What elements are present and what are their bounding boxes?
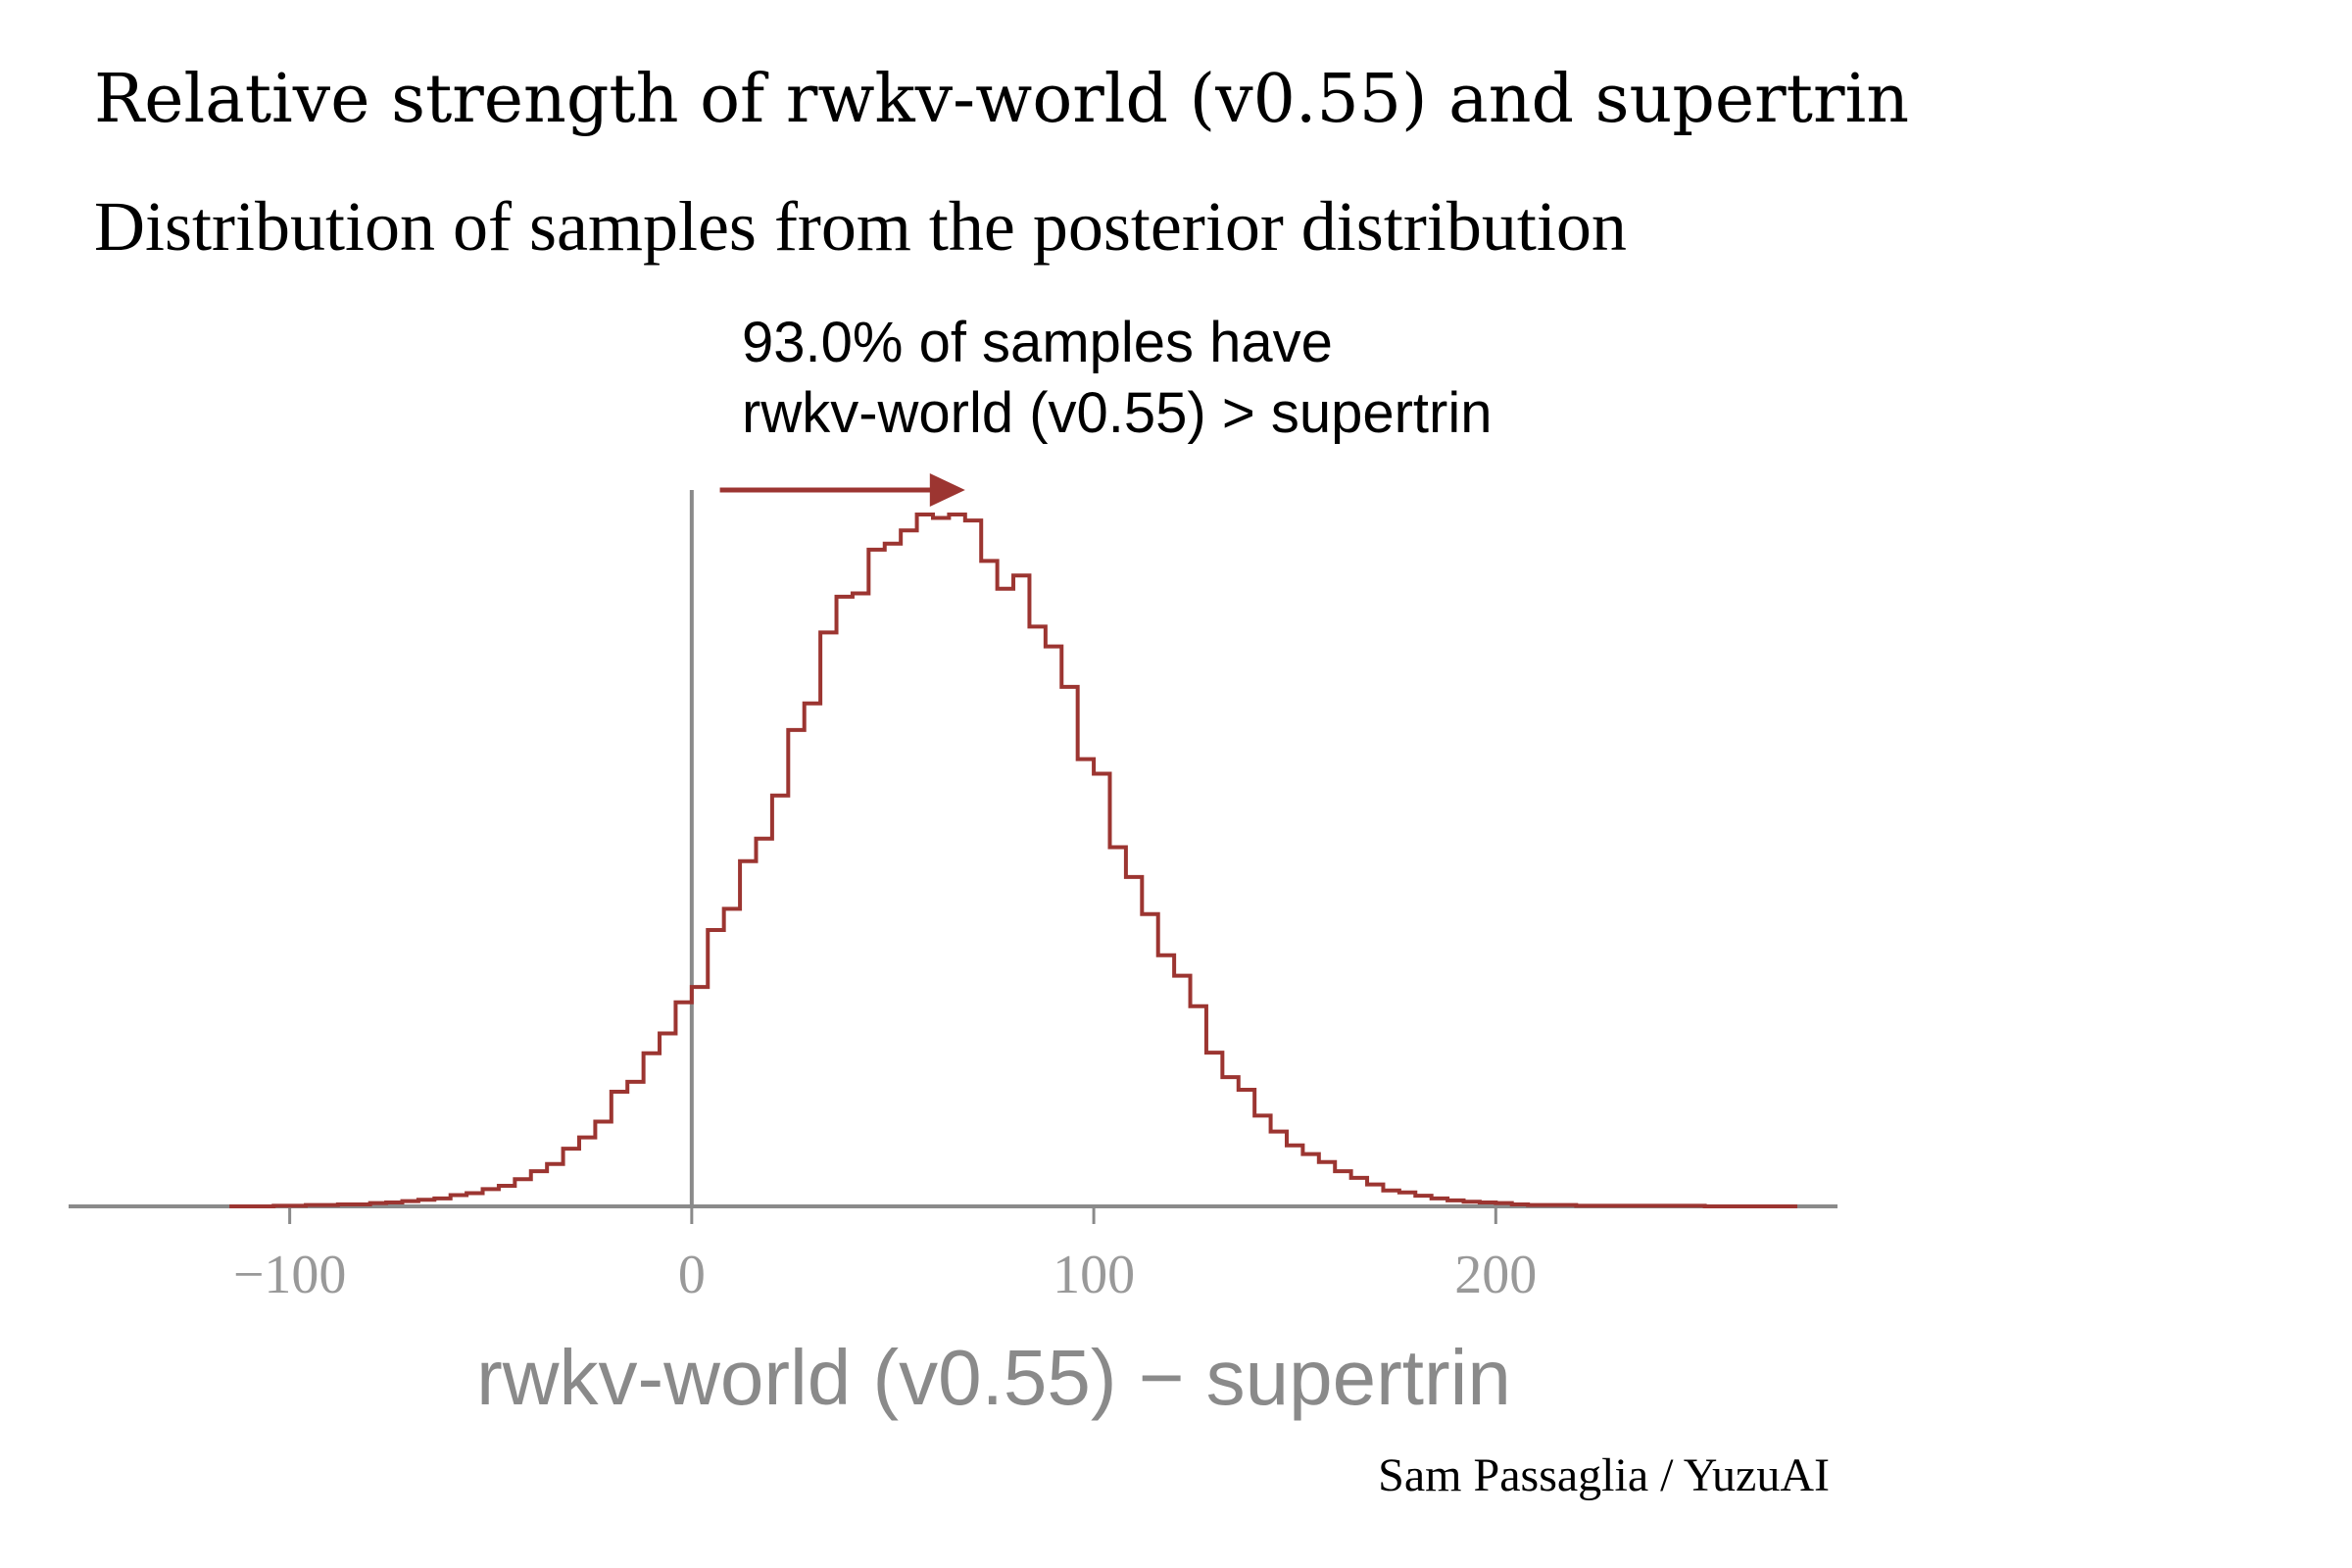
chart-subtitle: Distribution of samples from the posteri…	[94, 187, 1627, 266]
histogram-step-line	[229, 513, 1797, 1208]
x-axis-label: rwkv-world (v0.55) − supertrin	[476, 1334, 1511, 1421]
chart-title: Relative strength of rwkv-world (v0.55) …	[94, 61, 1910, 138]
x-axis: −100 0 100 200	[69, 490, 1838, 1305]
x-tick-label: 0	[678, 1245, 706, 1305]
x-tick-label: −100	[233, 1245, 347, 1305]
x-tick-label: 100	[1053, 1245, 1135, 1305]
annotation: 93.0% of samples have rwkv-world (v0.55)…	[742, 311, 1493, 445]
annotation-line-2: rwkv-world (v0.55) > supertrin	[742, 381, 1493, 445]
annotation-arrow	[719, 473, 965, 507]
credit-text: Sam Passaglia / YuzuAI	[1378, 1449, 1830, 1501]
annotation-line-1: 93.0% of samples have	[742, 311, 1333, 374]
series	[229, 513, 1797, 1208]
arrow-head	[929, 473, 965, 507]
x-tick-label: 200	[1454, 1245, 1537, 1305]
